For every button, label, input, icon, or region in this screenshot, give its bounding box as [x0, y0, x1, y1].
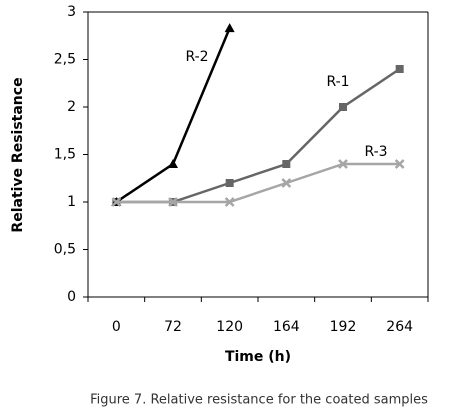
- marker: [224, 23, 235, 33]
- x-tick-label: 0: [112, 319, 121, 335]
- series-line: [116, 67, 401, 204]
- x-tick-label: 72: [164, 319, 182, 335]
- marker: [168, 159, 178, 168]
- marker: [339, 103, 347, 111]
- y-tick-label: 0,5: [54, 242, 76, 258]
- y-axis-title: Relative Resistance: [10, 77, 26, 232]
- y-tick-label: 2,5: [54, 52, 76, 68]
- x-tick-label: 192: [330, 319, 357, 335]
- marker: [168, 197, 178, 207]
- caption: Figure 7. Relative resistance for the co…: [90, 393, 428, 408]
- marker: [394, 159, 405, 169]
- series-label: R-2: [185, 49, 208, 65]
- series-line: [116, 162, 400, 204]
- y-tick-label: 2: [67, 99, 76, 115]
- y-tick-label: 1: [67, 194, 76, 210]
- series-line: [115, 27, 231, 204]
- x-axis-title: Time (h): [225, 349, 291, 365]
- series-label: R-1: [326, 74, 349, 90]
- marker: [338, 159, 348, 169]
- marker: [225, 179, 234, 187]
- marker: [281, 178, 292, 188]
- marker: [111, 197, 122, 207]
- marker: [282, 160, 291, 168]
- series-label: R-3: [364, 144, 387, 160]
- marker: [224, 197, 235, 207]
- y-tick-label: 3: [67, 4, 76, 20]
- x-tick-label: 164: [273, 319, 300, 335]
- y-tick-label: 1,5: [54, 147, 76, 163]
- y-tick-label: 0: [67, 289, 76, 305]
- marker: [395, 65, 404, 73]
- x-tick-label: 264: [386, 319, 413, 335]
- x-tick-label: 120: [216, 319, 243, 335]
